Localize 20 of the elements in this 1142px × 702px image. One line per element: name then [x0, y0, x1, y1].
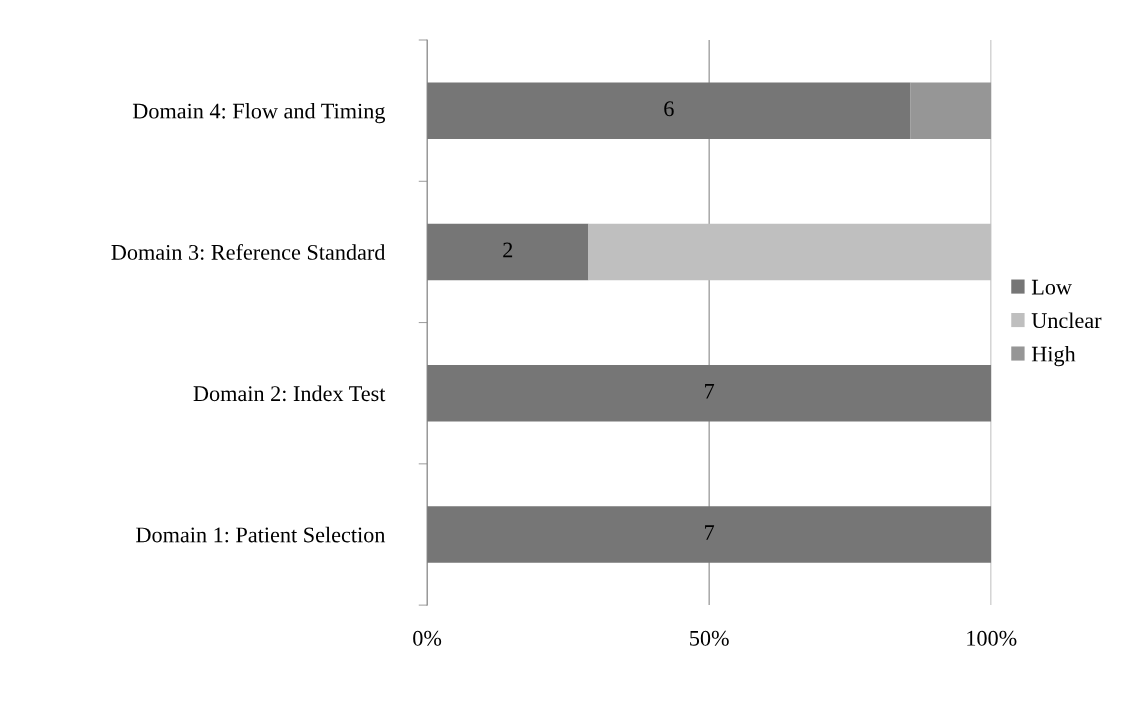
- bar: [588, 223, 992, 281]
- x-tick-label: 0%: [413, 630, 442, 646]
- annotation: 7: [705, 384, 715, 399]
- bar: [427, 506, 992, 563]
- annotation: 7: [705, 525, 715, 540]
- y-tick-label: Domain 4: Flow and Timing: [132, 102, 386, 124]
- legend-label: Unclear: [1031, 312, 1102, 329]
- x-tick-label: 50%: [690, 630, 729, 646]
- annotation: 2: [503, 242, 513, 258]
- legend-label: Low: [1031, 279, 1072, 295]
- legend-label: High: [1031, 345, 1076, 367]
- bar: [910, 82, 992, 139]
- annotation: 6: [664, 101, 674, 117]
- x-tick-label: 100%: [967, 630, 1017, 646]
- bar: [427, 223, 589, 281]
- y-tick-label: Domain 1: Patient Selection: [136, 526, 386, 543]
- y-tick-label: Domain 3: Reference Standard: [111, 243, 386, 260]
- y-tick-label: Domain 2: Index Test: [193, 385, 386, 402]
- bar: [427, 364, 992, 422]
- bar: [427, 82, 911, 139]
